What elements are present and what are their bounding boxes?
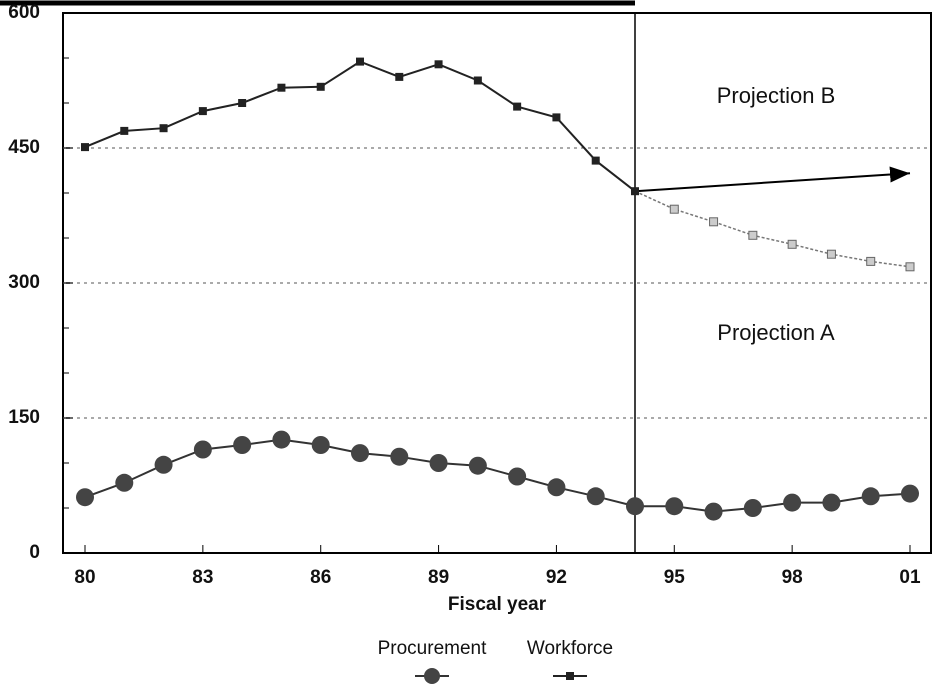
line	[634, 166, 911, 193]
point	[513, 102, 522, 111]
point	[434, 60, 443, 69]
x-tick-label: 80	[74, 567, 95, 588]
line	[84, 438, 911, 513]
legend-label: Workforce	[527, 638, 613, 659]
point	[395, 72, 404, 81]
point	[468, 456, 487, 475]
annotation: Projection B	[717, 83, 836, 108]
point	[198, 107, 207, 116]
point	[591, 156, 600, 165]
projection-marker	[866, 256, 876, 266]
legend-label: Procurement	[378, 638, 487, 659]
legend-marker	[566, 672, 574, 680]
y-tick-label: 300	[8, 272, 40, 293]
point	[665, 497, 684, 516]
projection-marker	[787, 239, 797, 249]
y-tick-label: 150	[8, 407, 40, 428]
point	[351, 444, 369, 463]
point	[311, 436, 330, 454]
point	[120, 126, 129, 135]
point	[76, 488, 94, 507]
x-tick-label: 86	[310, 567, 331, 588]
point	[473, 76, 482, 85]
legend-marker	[424, 668, 440, 684]
point	[115, 473, 134, 492]
point	[390, 447, 409, 466]
point	[316, 82, 325, 91]
projection-marker	[905, 262, 915, 272]
point	[272, 430, 291, 449]
point	[429, 454, 448, 472]
point	[552, 113, 561, 122]
point	[547, 478, 566, 497]
point	[277, 83, 286, 92]
projection-marker	[826, 249, 836, 259]
point	[861, 487, 880, 506]
x-tick-label: 01	[899, 567, 921, 588]
point	[356, 57, 364, 66]
point	[704, 502, 723, 521]
point	[901, 484, 919, 503]
point	[743, 499, 762, 517]
x-tick-label: 89	[428, 567, 449, 588]
point	[159, 124, 168, 133]
y-tick-label: 600	[8, 2, 40, 23]
point	[193, 440, 212, 459]
y-tick-label: 450	[8, 137, 40, 158]
projection-marker	[748, 230, 758, 240]
point	[154, 455, 173, 474]
line	[634, 190, 911, 268]
annotation: Projection A	[717, 320, 835, 345]
point	[631, 187, 639, 196]
point	[238, 99, 247, 107]
point	[626, 497, 644, 516]
x-tick-label: 92	[546, 567, 567, 588]
projection-marker	[709, 217, 719, 227]
x-tick-label: 95	[664, 567, 686, 588]
projection-marker	[669, 204, 679, 214]
point	[822, 493, 841, 512]
point	[81, 143, 89, 152]
x-axis-title: Fiscal year	[448, 594, 547, 615]
y-tick-label: 0	[29, 542, 40, 563]
point	[586, 487, 605, 506]
x-tick-label: 83	[192, 567, 213, 588]
point	[508, 467, 527, 486]
point	[783, 493, 802, 512]
point	[233, 436, 252, 454]
x-tick-label: 98	[782, 567, 803, 588]
